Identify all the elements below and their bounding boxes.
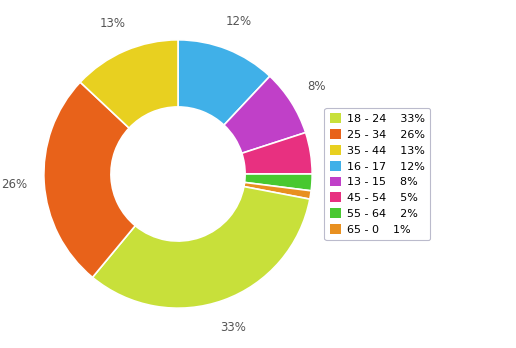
Wedge shape (242, 133, 312, 174)
Wedge shape (178, 40, 270, 125)
Text: 5%: 5% (330, 142, 349, 155)
Wedge shape (224, 76, 305, 153)
Text: 33%: 33% (220, 322, 247, 334)
Text: 26%: 26% (2, 178, 28, 191)
Wedge shape (244, 182, 311, 199)
Wedge shape (245, 174, 312, 191)
Text: 12%: 12% (225, 15, 251, 28)
Text: 13%: 13% (100, 17, 126, 30)
Wedge shape (44, 82, 135, 277)
Wedge shape (92, 187, 310, 308)
Wedge shape (80, 40, 178, 128)
Text: 8%: 8% (307, 80, 326, 93)
Text: 1%: 1% (330, 193, 349, 206)
Text: 2%: 2% (332, 178, 351, 191)
Legend: 18 - 24    33%, 25 - 34    26%, 35 - 44    13%, 16 - 17    12%, 13 - 15    8%, 4: 18 - 24 33%, 25 - 34 26%, 35 - 44 13%, 1… (325, 108, 430, 240)
